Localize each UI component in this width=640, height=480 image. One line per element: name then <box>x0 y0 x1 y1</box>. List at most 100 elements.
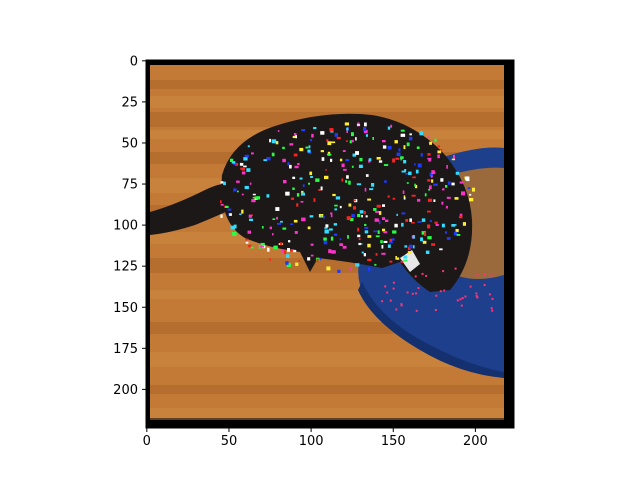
noise-speckle <box>398 148 401 152</box>
noise-speckle <box>275 207 280 211</box>
noise-speckle <box>220 214 223 218</box>
noise-speckle <box>351 132 354 137</box>
noise-speckle <box>320 214 323 218</box>
noise-speckle <box>378 160 383 163</box>
noise-speckle <box>406 142 410 147</box>
noise-speckle <box>429 172 434 177</box>
noise-speckle <box>290 223 294 225</box>
noise-speckle <box>384 180 387 183</box>
noise-speckle <box>443 289 446 292</box>
noise-speckle <box>350 267 353 271</box>
noise-speckle <box>239 162 244 166</box>
noise-speckle <box>411 292 414 295</box>
noise-speckle <box>453 154 455 159</box>
noise-speckle <box>427 210 431 213</box>
noise-speckle <box>295 262 299 266</box>
cat-tail <box>150 183 240 235</box>
noise-speckle <box>241 171 246 175</box>
noise-speckle <box>441 201 444 205</box>
noise-speckle <box>220 181 224 184</box>
x-tick-label: 0 <box>143 434 151 449</box>
noise-speckle <box>291 197 295 200</box>
noise-speckle <box>469 198 474 202</box>
noise-speckle <box>460 304 463 307</box>
noise-speckle <box>331 141 336 144</box>
noise-speckle <box>431 243 435 246</box>
noise-speckle <box>355 137 357 141</box>
noise-speckle <box>357 227 359 232</box>
noise-speckle <box>395 256 397 260</box>
noise-speckle <box>256 196 261 200</box>
noise-speckle <box>387 244 391 248</box>
noise-speckle <box>328 249 332 254</box>
y-tick-label: 25 <box>121 95 138 110</box>
noise-speckle <box>389 260 393 263</box>
noise-speckle <box>451 182 455 186</box>
noise-speckle <box>396 257 400 260</box>
noise-speckle <box>269 226 272 230</box>
noise-speckle <box>355 263 360 267</box>
noise-speckle <box>386 291 389 294</box>
noise-speckle <box>356 183 362 186</box>
noise-speckle <box>433 199 436 202</box>
noise-speckle <box>378 211 382 215</box>
noise-speckle <box>307 152 312 154</box>
noise-speckle <box>421 218 426 222</box>
noise-speckle <box>447 181 451 185</box>
noise-speckle <box>364 230 369 234</box>
noise-speckle <box>244 185 249 190</box>
noise-speckle <box>434 309 437 311</box>
noise-speckle <box>313 198 316 202</box>
noise-speckle <box>320 131 325 135</box>
y-axis: 0 25 50 75 100 125 150 175 200 <box>113 54 146 398</box>
noise-speckle <box>295 135 297 139</box>
noise-speckle <box>271 152 275 157</box>
noise-speckle <box>427 198 433 202</box>
noise-speckle <box>225 205 229 208</box>
noise-speckle <box>241 209 244 214</box>
noise-speckle <box>382 217 385 220</box>
noise-speckle <box>302 184 305 187</box>
noise-speckle <box>349 140 352 144</box>
noise-speckle <box>364 226 369 229</box>
noise-speckle <box>415 169 419 174</box>
noise-speckle <box>434 221 438 224</box>
y-tick-label: 100 <box>113 219 138 234</box>
noise-speckle <box>424 232 427 237</box>
noise-speckle <box>429 185 432 190</box>
noise-speckle <box>346 127 349 131</box>
noise-speckle <box>469 193 472 196</box>
wood-plank-band <box>150 408 504 420</box>
noise-speckle <box>363 127 367 131</box>
noise-speckle <box>292 176 296 179</box>
wood-plank-band <box>150 96 504 108</box>
noise-speckle <box>389 299 392 302</box>
noise-speckle <box>249 182 252 185</box>
noise-speckle <box>272 233 274 236</box>
noise-speckle <box>282 146 285 150</box>
noise-speckle <box>367 258 372 262</box>
noise-speckle <box>310 139 313 142</box>
noise-speckle <box>411 194 416 197</box>
noise-speckle <box>372 137 374 140</box>
noise-speckle <box>445 205 448 209</box>
noise-speckle <box>327 153 332 156</box>
noise-speckle <box>296 203 299 207</box>
noise-speckle <box>435 224 439 226</box>
noise-speckle <box>437 154 440 159</box>
noise-speckle <box>245 241 249 244</box>
noise-speckle <box>408 136 413 141</box>
noise-speckle <box>282 227 287 230</box>
noise-speckle <box>351 214 355 218</box>
noise-speckle <box>403 259 408 262</box>
noise-speckle <box>381 300 384 303</box>
noise-speckle <box>261 226 264 229</box>
x-tick-label: 200 <box>463 434 488 449</box>
noise-speckle <box>286 254 290 258</box>
noise-speckle <box>417 163 422 168</box>
noise-speckle <box>367 235 372 238</box>
noise-speckle <box>409 133 412 136</box>
noise-speckle <box>296 193 300 197</box>
image-area <box>146 60 514 428</box>
noise-speckle <box>271 139 277 144</box>
